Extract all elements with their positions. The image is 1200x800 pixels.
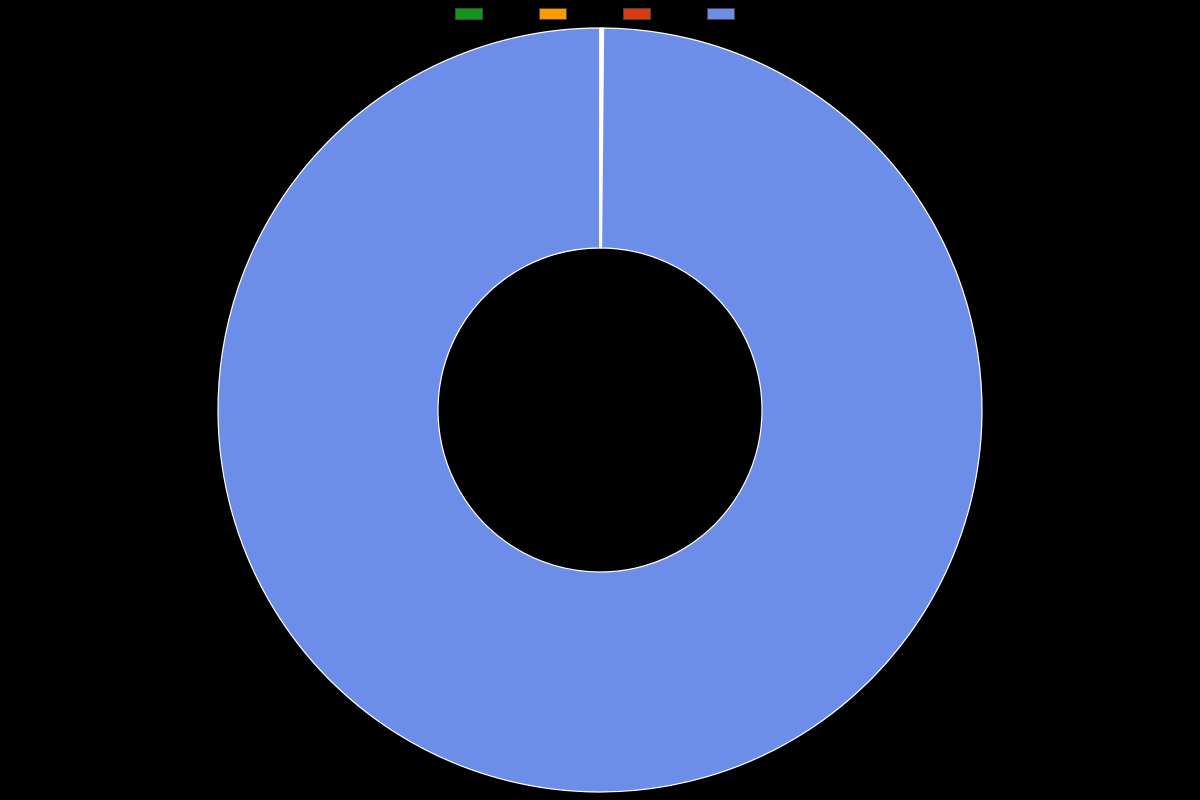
donut-chart bbox=[0, 0, 1200, 800]
chart-container bbox=[0, 0, 1200, 800]
